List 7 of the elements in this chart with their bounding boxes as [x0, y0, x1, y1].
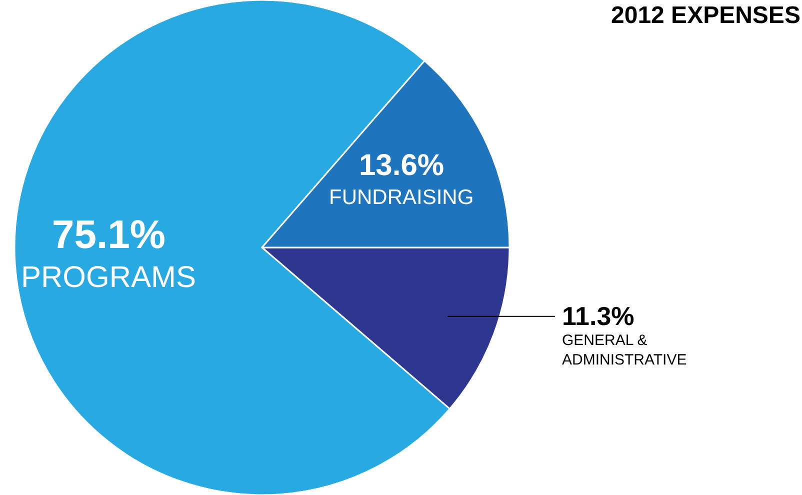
slice-label: FUNDRAISING — [329, 186, 474, 209]
slice-label: GENERAL & ADMINISTRATIVE — [562, 332, 687, 368]
data-label: 11.3% — [562, 301, 634, 331]
data-label: 75.1% — [52, 213, 166, 257]
chart-title: 2012 EXPENSES — [611, 2, 800, 29]
data-label: 13.6% — [359, 149, 444, 182]
slice-label: PROGRAMS — [21, 261, 196, 294]
